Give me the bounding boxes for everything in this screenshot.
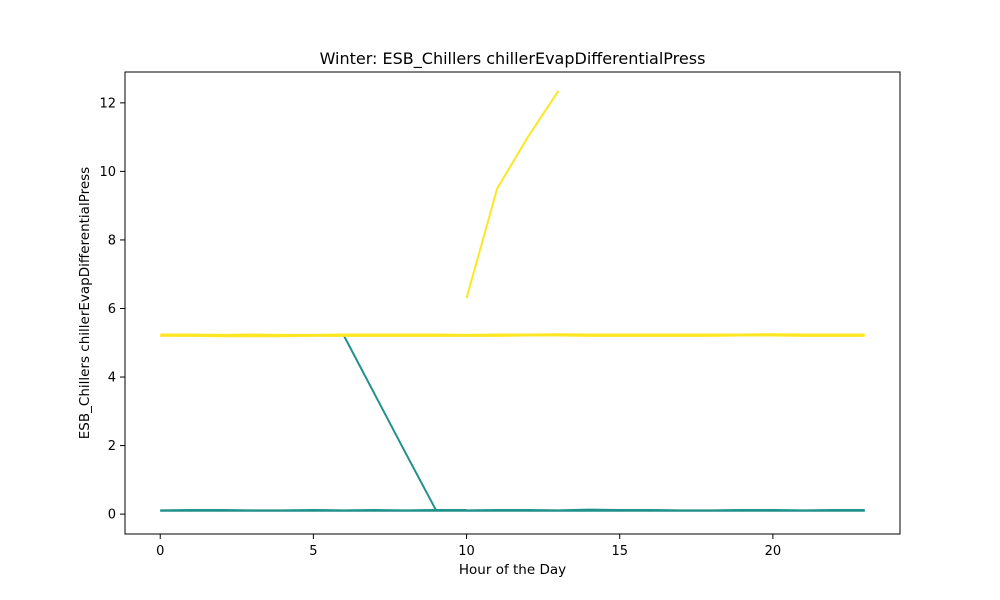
y-tick-label: 0 <box>108 508 116 523</box>
x-tick-label: 5 <box>309 544 317 559</box>
plot-area <box>125 72 900 534</box>
series-layer <box>160 90 865 512</box>
series-line-2 <box>160 508 865 512</box>
x-tick-label: 15 <box>611 544 628 559</box>
y-tick-label: 4 <box>108 371 116 386</box>
x-tick-label: 0 <box>156 544 164 559</box>
series-line-4 <box>160 334 865 338</box>
x-axis-label: Hour of the Day <box>459 562 566 578</box>
y-tick-label: 8 <box>108 233 116 248</box>
x-tick-label: 20 <box>765 544 782 559</box>
y-axis-ticks: 0 2 4 6 8 10 12 <box>99 96 125 523</box>
x-axis-ticks: 0 5 10 15 20 <box>156 534 781 559</box>
series-line-3 <box>343 335 467 512</box>
y-tick-label: 12 <box>99 96 116 111</box>
series-line-6 <box>465 90 560 299</box>
y-tick-label: 2 <box>108 439 116 454</box>
x-tick-label: 10 <box>458 544 475 559</box>
y-axis-label: ESB_Chillers chillerEvapDifferentialPres… <box>77 167 93 439</box>
plot-frame <box>124 71 901 535</box>
y-tick-label: 6 <box>108 302 116 317</box>
y-tick-label: 10 <box>99 165 116 180</box>
chart-title: Winter: ESB_Chillers chillerEvapDifferen… <box>320 49 706 69</box>
series-line-5 <box>160 333 865 336</box>
